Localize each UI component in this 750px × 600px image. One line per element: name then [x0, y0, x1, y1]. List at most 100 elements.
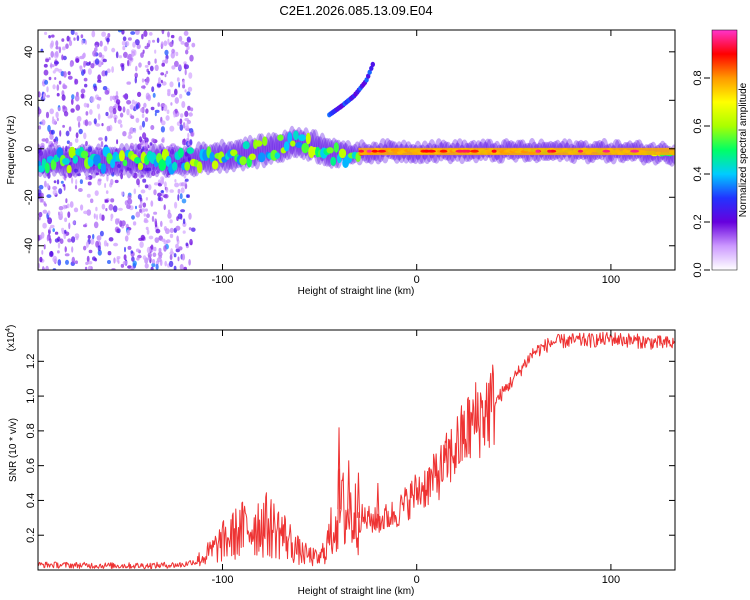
noise-point: [85, 261, 89, 265]
noise-point: [154, 182, 159, 186]
noise-point: [117, 119, 123, 125]
noise-point: [41, 119, 46, 126]
noise-point: [106, 68, 111, 73]
noise-point: [153, 246, 157, 252]
noise-point: [50, 51, 54, 58]
noise-point: [182, 218, 186, 225]
noise-point: [126, 100, 132, 105]
noise-point: [83, 132, 87, 140]
noise-point: [131, 99, 135, 105]
noise-point: [116, 228, 120, 234]
noise-point: [67, 211, 71, 218]
noise-point: [138, 62, 142, 68]
noise-point: [62, 105, 66, 110]
noise-point: [49, 64, 55, 68]
noise-point: [167, 212, 172, 219]
noise-point: [50, 143, 54, 147]
spectrogram-panel: -100 0 100 -40 -20 0 20 40 Height of straight l…: [6, 29, 676, 297]
noise-point: [169, 41, 174, 48]
noise-point: [131, 215, 135, 220]
noise-point: [101, 31, 106, 37]
noise-point: [145, 197, 148, 201]
noise-point: [96, 213, 98, 221]
noise-point: [80, 204, 84, 211]
noise-point: [101, 203, 106, 210]
noise-point: [104, 135, 108, 142]
snr-spike: [356, 472, 361, 518]
noise-point: [71, 94, 75, 100]
noise-point: [147, 184, 152, 191]
noise-point: [161, 30, 165, 35]
noise-point: [74, 185, 78, 190]
noise-point: [47, 217, 52, 225]
noise-point: [52, 70, 56, 74]
noise-point: [151, 138, 156, 143]
noise-point: [88, 249, 93, 254]
noise-point: [152, 39, 155, 43]
noise-point: [50, 224, 55, 229]
noise-point: [84, 83, 88, 88]
noise-point: [110, 213, 114, 219]
noise-point: [132, 41, 136, 48]
noise-point: [43, 63, 48, 68]
noise-point: [87, 261, 93, 265]
spectrogram-ytick-label: 40: [23, 46, 35, 58]
band-peak: [535, 149, 540, 153]
noise-point: [159, 145, 162, 150]
noise-point: [42, 93, 46, 99]
noise-point: [63, 111, 69, 117]
noise-point: [123, 254, 127, 261]
noise-point: [58, 46, 62, 54]
noise-point: [174, 60, 179, 67]
noise-point: [80, 88, 86, 94]
colorbar-tick-label: 0.4: [692, 166, 704, 181]
noise-point: [178, 246, 183, 251]
noise-point: [69, 61, 73, 68]
band-blob: [333, 142, 339, 153]
snr-xtick-label: 0: [414, 574, 420, 586]
noise-point: [116, 256, 121, 260]
noise-point: [97, 249, 102, 256]
noise-point: [65, 259, 69, 265]
snr-ytick-label: 0.2: [25, 528, 37, 543]
noise-point: [78, 188, 83, 192]
noise-point: [160, 41, 164, 49]
noise-point: [104, 70, 108, 76]
noise-point: [123, 51, 128, 59]
noise-point: [70, 30, 75, 35]
noise-point: [142, 178, 147, 183]
noise-point: [155, 228, 161, 234]
band-blob: [290, 140, 296, 147]
noise-point: [184, 89, 187, 93]
band-peak: [371, 149, 378, 153]
band-blob: [257, 152, 266, 163]
noise-point: [60, 180, 64, 184]
colorbar-tick-label: 0.6: [692, 118, 704, 133]
noise-point: [46, 86, 49, 93]
band-blob: [137, 162, 144, 171]
noise-point: [166, 173, 169, 177]
noise-point: [40, 192, 44, 198]
noise-point: [98, 52, 103, 58]
noise-point: [189, 54, 194, 62]
snr-exponent: (x104): [5, 325, 17, 352]
noise-point: [154, 58, 157, 64]
noise-point: [115, 90, 119, 97]
noise-point: [71, 177, 74, 184]
noise-point: [67, 238, 72, 243]
snr-spike: [347, 460, 351, 515]
noise-point: [48, 76, 52, 81]
band-peak: [358, 149, 365, 153]
noise-point: [135, 30, 140, 35]
noise-point: [145, 78, 149, 86]
band-blob: [93, 154, 101, 166]
noise-point: [170, 149, 175, 155]
noise-point: [115, 99, 121, 105]
noise-point: [62, 55, 67, 61]
noise-point: [96, 235, 102, 241]
noise-point: [158, 77, 161, 84]
noise-point: [179, 264, 184, 270]
noise-point: [175, 243, 179, 249]
noise-point: [122, 131, 127, 137]
noise-point: [47, 124, 51, 132]
